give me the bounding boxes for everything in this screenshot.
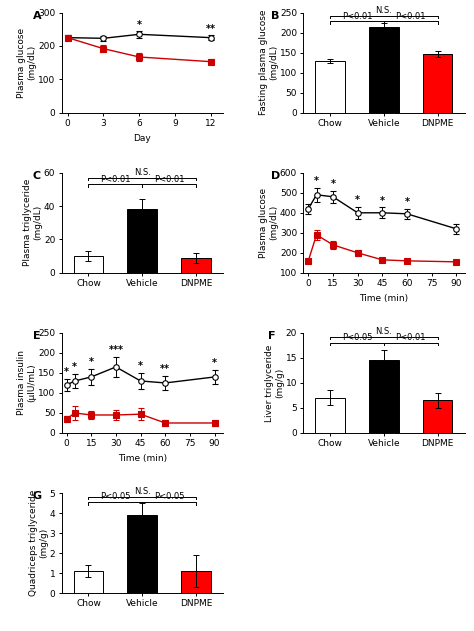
Text: *: * — [404, 198, 410, 207]
Y-axis label: Plasma triglyceride
(mg/dL): Plasma triglyceride (mg/dL) — [23, 179, 43, 266]
Text: *: * — [137, 20, 142, 30]
Bar — [128, 209, 157, 273]
Text: P<0.01: P<0.01 — [154, 175, 184, 184]
Bar — [423, 54, 452, 113]
Y-axis label: Plasma insulin
(μIU/mL): Plasma insulin (μIU/mL) — [18, 350, 36, 415]
Text: D: D — [271, 171, 281, 180]
Text: *: * — [64, 367, 69, 377]
Text: P<0.05: P<0.05 — [342, 333, 373, 342]
Bar — [316, 398, 345, 433]
Text: P<0.05: P<0.05 — [154, 492, 184, 501]
Text: A: A — [33, 11, 41, 21]
Text: P<0.01: P<0.01 — [100, 175, 131, 184]
Y-axis label: Plasma glucose
(mg/dL): Plasma glucose (mg/dL) — [18, 28, 36, 98]
Bar — [181, 258, 210, 273]
Text: *: * — [138, 362, 143, 371]
Text: G: G — [33, 491, 42, 501]
Y-axis label: Liver triglyceride
(mg/g): Liver triglyceride (mg/g) — [265, 345, 284, 422]
Bar — [128, 515, 157, 593]
Text: E: E — [33, 331, 40, 341]
Bar — [316, 61, 345, 113]
Text: N.S.: N.S. — [375, 6, 392, 15]
Text: N.S.: N.S. — [375, 327, 392, 336]
X-axis label: Time (min): Time (min) — [359, 293, 409, 303]
Text: P<0.05: P<0.05 — [100, 492, 131, 501]
Text: *: * — [72, 362, 77, 372]
Text: *: * — [380, 196, 385, 206]
Y-axis label: Fasting plasma glucose
(mg/dL): Fasting plasma glucose (mg/dL) — [259, 10, 278, 115]
Text: *: * — [89, 357, 94, 367]
Y-axis label: Quadriceps triglyceride
(mg/g): Quadriceps triglyceride (mg/g) — [29, 490, 48, 596]
Bar — [74, 571, 103, 593]
Text: N.S.: N.S. — [134, 168, 151, 177]
Text: *: * — [330, 179, 336, 189]
Text: **: ** — [160, 364, 170, 374]
Bar — [423, 401, 452, 433]
Text: P<0.01: P<0.01 — [395, 12, 426, 21]
Text: C: C — [33, 171, 41, 180]
Text: **: ** — [206, 23, 216, 33]
Text: *: * — [212, 358, 217, 368]
Bar — [74, 256, 103, 273]
Text: P<0.01: P<0.01 — [395, 333, 426, 342]
X-axis label: Day: Day — [133, 134, 151, 143]
Text: N.S.: N.S. — [134, 487, 151, 496]
Text: P<0.01: P<0.01 — [342, 12, 373, 21]
Bar — [369, 360, 399, 433]
X-axis label: Time (min): Time (min) — [118, 454, 167, 463]
Text: *: * — [355, 195, 360, 205]
Y-axis label: Plasma glucose
(mg/dL): Plasma glucose (mg/dL) — [259, 188, 278, 258]
Bar — [369, 27, 399, 113]
Text: ***: *** — [109, 345, 123, 355]
Bar — [181, 571, 210, 593]
Text: F: F — [268, 331, 275, 341]
Text: *: * — [314, 176, 319, 186]
Text: B: B — [271, 11, 280, 21]
